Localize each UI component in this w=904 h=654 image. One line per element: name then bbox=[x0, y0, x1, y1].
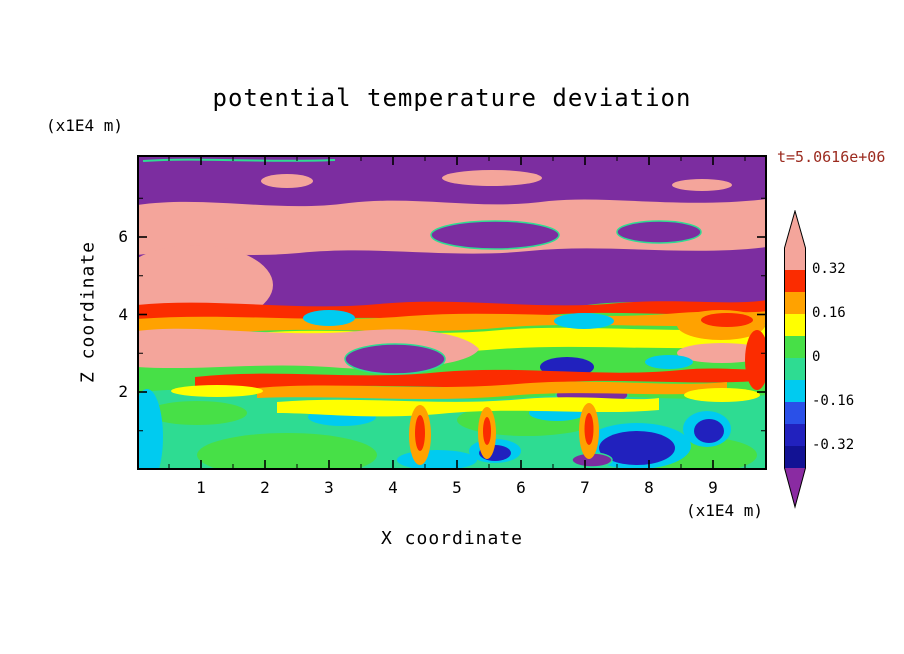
colorbar-label: 0.32 bbox=[812, 261, 846, 277]
x-tick-label: 7 bbox=[580, 478, 590, 497]
x-tick-label: 9 bbox=[708, 478, 718, 497]
colorbar-label: 0 bbox=[812, 349, 821, 365]
contour-field-svg bbox=[137, 155, 767, 470]
x-tick-label: 4 bbox=[388, 478, 398, 497]
colorbar-label: 0.16 bbox=[812, 305, 846, 321]
axis-ticks bbox=[139, 157, 765, 468]
time-stamp-label: t=5.0616e+06 bbox=[777, 148, 886, 166]
x-axis-label: X coordinate bbox=[380, 528, 524, 549]
colorbar-svg bbox=[784, 209, 806, 509]
x-tick-label: 3 bbox=[324, 478, 334, 497]
x-tick-label: 8 bbox=[644, 478, 654, 497]
y-tick-label: 6 bbox=[118, 227, 128, 246]
y-tick-label: 4 bbox=[118, 304, 128, 324]
x-tick-label: 6 bbox=[516, 478, 526, 497]
y-axis-unit: (x1E4 m) bbox=[46, 116, 124, 135]
colorbar-label: -0.16 bbox=[812, 393, 855, 409]
plot-title: potential temperature deviation bbox=[212, 84, 692, 112]
colorbar bbox=[783, 209, 807, 510]
x-tick-label: 5 bbox=[452, 478, 462, 497]
x-axis-unit: (x1E4 m) bbox=[686, 501, 764, 520]
y-tick-label: 2 bbox=[118, 382, 128, 401]
plot-area bbox=[137, 155, 767, 470]
y-axis-label: Z coordinate bbox=[77, 240, 99, 384]
x-tick-label: 2 bbox=[260, 478, 270, 497]
colorbar-label: -0.32 bbox=[812, 437, 855, 453]
x-tick-label: 1 bbox=[196, 478, 206, 497]
